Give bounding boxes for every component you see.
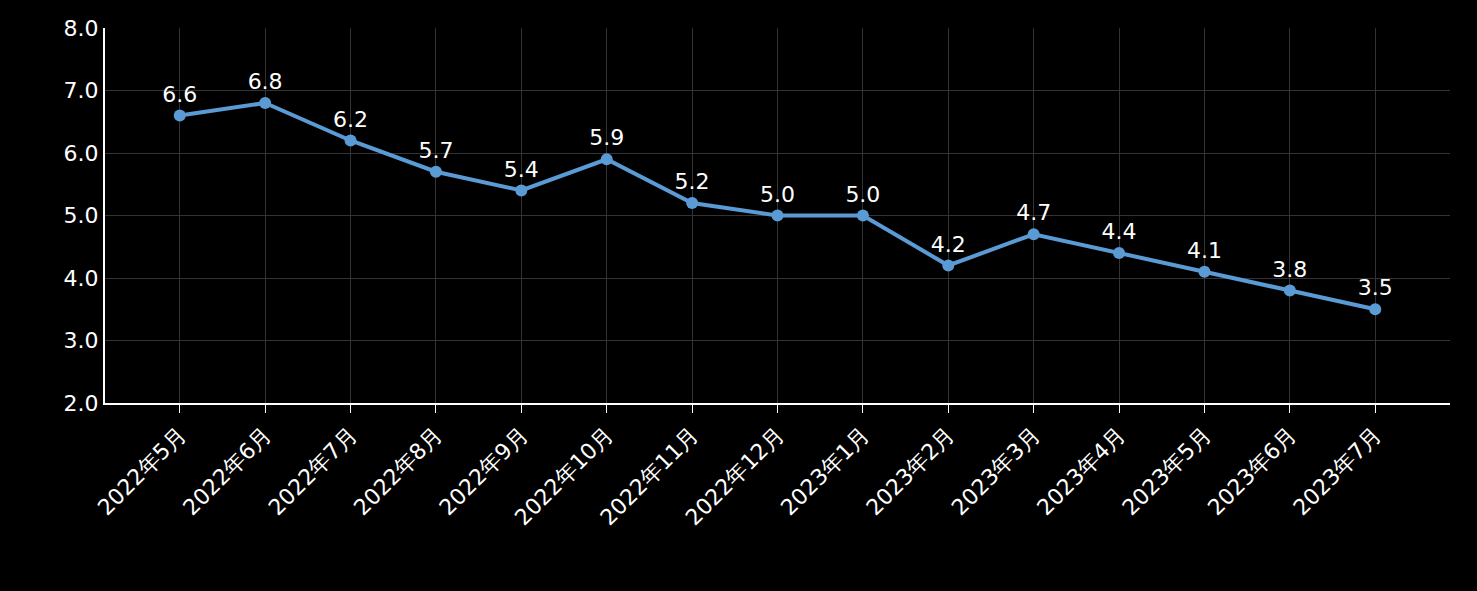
svg-text:6.0: 6.0 [64, 141, 99, 166]
svg-text:2022年5月: 2022年5月 [93, 422, 191, 520]
svg-text:2023年2月: 2023年2月 [861, 422, 959, 520]
svg-text:5.9: 5.9 [589, 125, 624, 150]
svg-text:3.0: 3.0 [64, 328, 99, 353]
svg-text:8.0: 8.0 [64, 16, 99, 41]
svg-text:2023年4月: 2023年4月 [1032, 422, 1130, 520]
svg-text:5.7: 5.7 [418, 138, 453, 163]
svg-text:6.8: 6.8 [248, 69, 283, 94]
svg-text:2.0: 2.0 [64, 391, 99, 416]
svg-text:5.0: 5.0 [845, 182, 880, 207]
svg-text:2023年5月: 2023年5月 [1117, 422, 1215, 520]
svg-text:2022年12月: 2022年12月 [681, 422, 789, 530]
svg-text:5.4: 5.4 [504, 157, 539, 182]
svg-text:6.6: 6.6 [162, 82, 197, 107]
svg-text:2022年9月: 2022年9月 [434, 422, 532, 520]
svg-text:3.5: 3.5 [1358, 275, 1393, 300]
svg-text:2023年6月: 2023年6月 [1203, 422, 1301, 520]
svg-text:4.4: 4.4 [1102, 219, 1137, 244]
svg-text:2022年6月: 2022年6月 [178, 422, 276, 520]
svg-text:3.8: 3.8 [1272, 257, 1307, 282]
svg-text:4.2: 4.2 [931, 232, 966, 257]
svg-text:5.0: 5.0 [64, 203, 99, 228]
svg-text:2022年8月: 2022年8月 [349, 422, 447, 520]
svg-text:5.2: 5.2 [675, 169, 710, 194]
svg-text:6.2: 6.2 [333, 107, 368, 132]
svg-text:2022年11月: 2022年11月 [595, 422, 703, 530]
svg-text:2023年7月: 2023年7月 [1288, 422, 1386, 520]
svg-text:2023年3月: 2023年3月 [947, 422, 1045, 520]
svg-text:4.7: 4.7 [1016, 200, 1051, 225]
svg-text:2023年1月: 2023年1月 [776, 422, 874, 520]
svg-text:2022年10月: 2022年10月 [510, 422, 618, 530]
svg-text:4.0: 4.0 [64, 266, 99, 291]
svg-text:2022年7月: 2022年7月 [264, 422, 362, 520]
svg-text:7.0: 7.0 [64, 78, 99, 103]
svg-text:5.0: 5.0 [760, 182, 795, 207]
svg-text:4.1: 4.1 [1187, 238, 1222, 263]
